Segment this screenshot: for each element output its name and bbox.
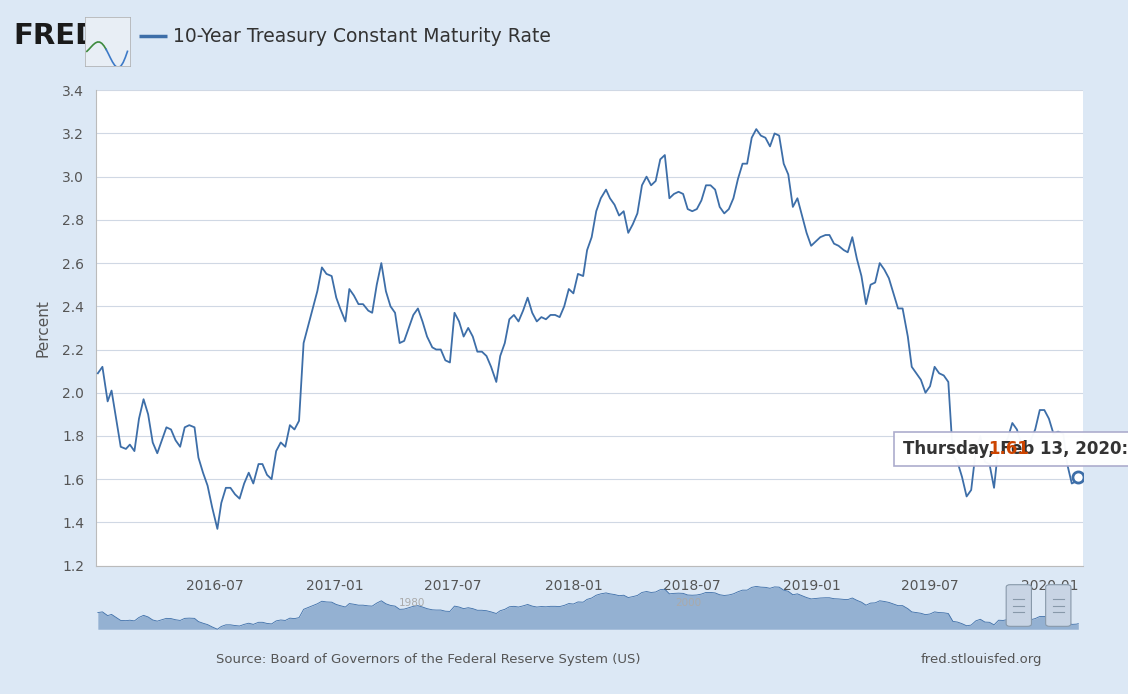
Text: FRED: FRED	[14, 22, 99, 51]
Text: fred.stlouisfed.org: fred.stlouisfed.org	[920, 653, 1042, 666]
Text: 2000: 2000	[675, 598, 702, 608]
FancyBboxPatch shape	[1006, 584, 1031, 627]
Text: 10-Year Treasury Constant Maturity Rate: 10-Year Treasury Constant Maturity Rate	[173, 27, 550, 46]
Text: Thursday, Feb 13, 2020:: Thursday, Feb 13, 2020:	[902, 440, 1128, 458]
Text: 1980: 1980	[398, 598, 425, 608]
Y-axis label: Percent: Percent	[36, 299, 51, 357]
Text: Source: Board of Governors of the Federal Reserve System (US): Source: Board of Governors of the Federa…	[217, 653, 641, 666]
Text: 1.61: 1.61	[988, 440, 1029, 458]
FancyBboxPatch shape	[1046, 584, 1070, 627]
